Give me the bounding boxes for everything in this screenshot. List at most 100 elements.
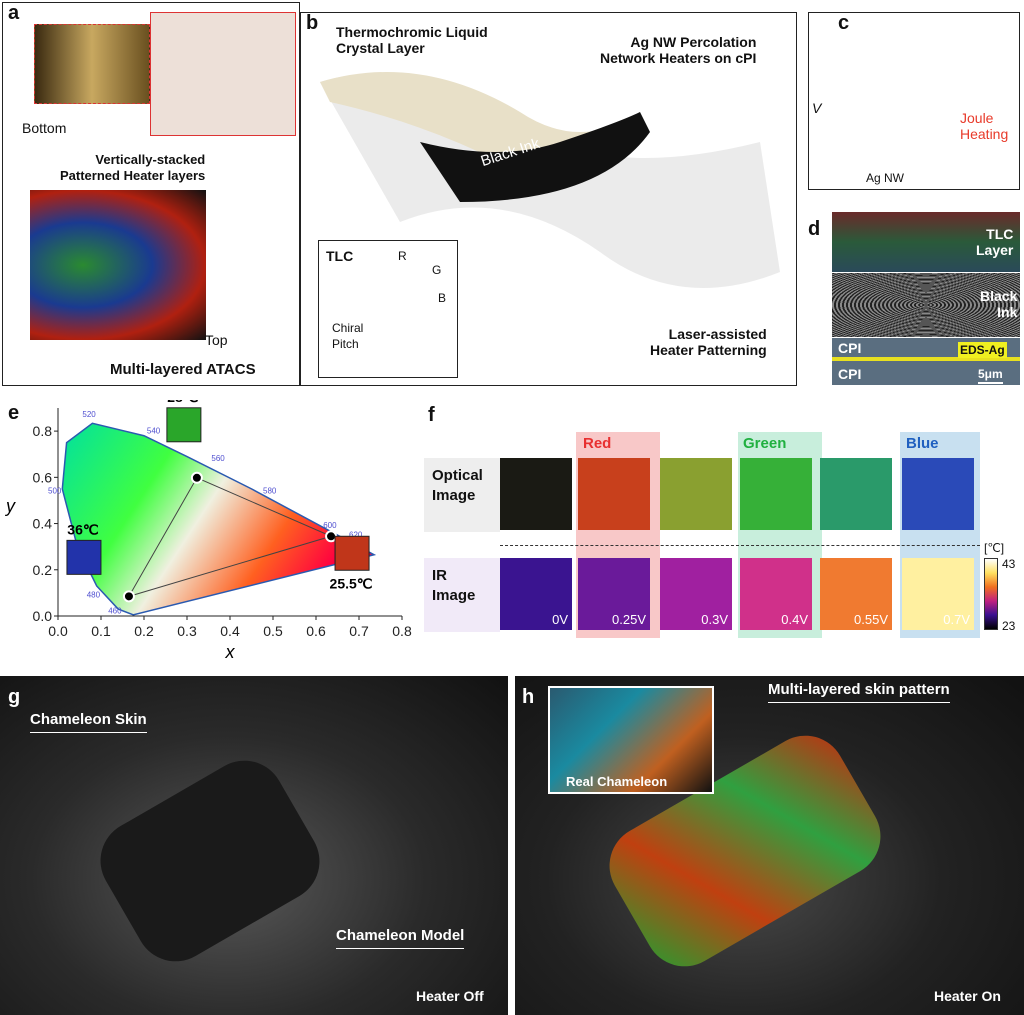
cie-chart: 0.0 0.1 0.2 0.3 0.4 0.5 0.6 0.7 0.8 0.0 0.2 0.4 0.6 0… [4,400,412,662]
red-label: Red [583,435,612,452]
divider-dashed [500,545,980,546]
agnw-wire-label: Ag NW [866,171,905,185]
g-label: G [432,263,442,277]
temperature-label: 28℃ [167,400,199,405]
wavelength-label: 560 [211,454,225,463]
skin-pattern-label: Multi-layered skin pattern [768,682,950,703]
atacs-photo [30,190,206,340]
r-label: R [398,249,407,263]
stacked-label: Vertically-stacked Patterned Heater laye… [60,152,206,183]
optical-image [578,458,650,530]
heater-pattern-photo [150,12,296,136]
voltage-label: 0.55V [854,612,888,627]
ir-image: 0.55V [820,558,892,630]
chameleon-skin-shape [85,746,335,976]
panel-label-d: d [808,218,821,240]
panel-a [2,2,300,386]
wavelength-label: 600 [323,521,337,530]
wavelength-label: 620 [349,530,363,539]
chiral-pitch-label: Chiral Pitch [332,321,364,351]
colorbar [984,558,998,630]
data-point [122,590,135,603]
temperature-label: 36℃ [67,521,99,537]
bottom-photo [34,24,150,104]
optical-label: Optical Image [432,467,483,504]
color-swatch [334,535,370,571]
y-axis-label: y [4,496,16,516]
x-tick-label: 0.5 [263,623,283,639]
wavelength-label: 580 [263,487,277,496]
x-tick-label: 0.2 [134,623,154,639]
wavelength-label: 480 [87,591,101,600]
voltage-label: 0V [552,612,568,627]
ir-image: 0.3V [660,558,732,630]
voltage-label: 0.3V [701,612,728,627]
wavelength-label: 540 [147,426,161,435]
y-tick-label: 0.0 [33,608,53,624]
ir-row-bg [424,558,500,632]
voltage-label: 0.25V [612,612,646,627]
x-tick-label: 0.1 [91,623,111,639]
triangle [127,477,333,598]
eds-ag-label: EDS-Ag [958,342,1007,358]
scale-bar-label: 5μm [978,366,1003,384]
bottom-label: Bottom [22,120,67,136]
chameleon-skin-label: Chameleon Skin [30,712,147,733]
panel-label-e: e [8,402,20,424]
panel-label-h: h [522,686,535,708]
optical-image [820,458,892,530]
optical-image [740,458,812,530]
panel-c [808,12,1020,190]
layer-stack-diagram [320,72,780,288]
y-tick-label: 0.2 [33,562,53,578]
real-chameleon-inset [548,686,714,794]
voltage-label: 0.7V [943,612,970,627]
inset-title: TLC [326,248,354,264]
optical-image [660,458,732,530]
x-tick-label: 0.6 [306,623,326,639]
colorbar-min: 23 [1002,619,1016,633]
ir-label: IR Image [432,567,476,604]
x-tick-label: 0.0 [48,623,68,639]
colorbar-unit: [℃] [984,541,1005,555]
wavelength-label: 500 [48,487,62,496]
cpi-label-1: CPI [838,340,862,356]
color-swatch [166,407,202,443]
panel-label-g: g [8,686,21,708]
laser-label: Laser-assisted Heater Patterning [650,326,767,358]
panel-label-b: b [306,12,319,34]
ir-image: 0.4V [740,558,812,630]
voltage-label: V [812,100,822,116]
tlc-inset [318,240,458,378]
eds-ag-line [832,357,1020,361]
ir-image: 0.25V [578,558,650,630]
color-swatch [66,539,102,575]
data-point [190,471,203,484]
panel-b [300,12,797,386]
voltage-label: 0.4V [781,612,808,627]
x-tick-label: 0.7 [349,623,369,639]
temperature-label: 25.5℃ [330,575,373,591]
green-label: Green [743,435,787,452]
cpi-label-2: CPI [838,366,862,382]
cie-locus [61,422,377,616]
y-tick-label: 0.8 [33,423,53,439]
optical-row-bg [424,458,500,532]
tlc-sem [832,212,1020,272]
heater-off-label: Heater Off [416,988,484,1004]
optical-image [902,458,974,530]
optical-image [500,458,572,530]
panel-label-a: a [8,2,20,24]
wavelength-label: 460 [108,607,122,616]
ink-sem-label: Black Ink [980,288,1018,320]
heater-on-label: Heater On [934,988,1001,1004]
x-tick-label: 0.4 [220,623,240,639]
y-tick-label: 0.4 [33,516,53,532]
wavelength-label: 520 [82,410,96,419]
joule-label: Joule Heating [960,110,1009,142]
x-tick-label: 0.8 [392,623,412,639]
real-chameleon-label: Real Chameleon [566,774,668,789]
b-label: B [438,291,447,305]
ir-image: 0V [500,558,572,630]
panel-label-f: f [428,404,435,426]
